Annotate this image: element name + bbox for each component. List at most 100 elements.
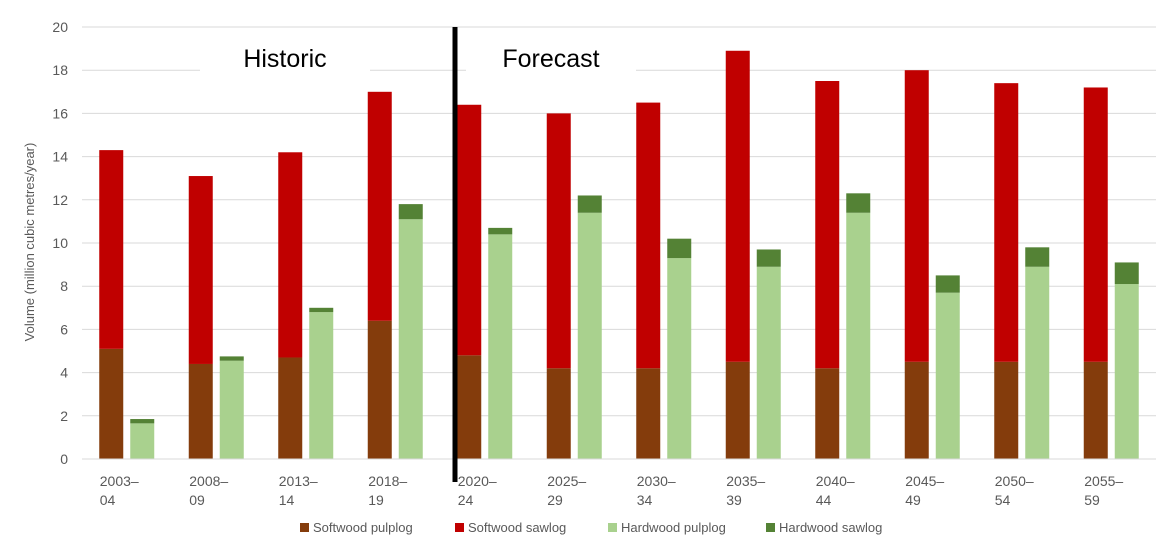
- bar-hardwood-sawlog: [1114, 262, 1139, 285]
- bar-hardwood-pulplog: [1025, 266, 1050, 459]
- x-tick-label-line2: 54: [995, 492, 1011, 508]
- bar-hardwood-pulplog: [488, 234, 513, 459]
- bar-softwood-pulplog: [1083, 361, 1108, 459]
- x-tick-label-line1: 2025–: [547, 473, 586, 489]
- bar-softwood-sawlog: [546, 113, 571, 369]
- x-tick-label-line1: 2018–: [368, 473, 407, 489]
- bar-softwood-pulplog: [278, 357, 303, 459]
- bar-hardwood-sawlog: [577, 195, 602, 213]
- bar-softwood-sawlog: [1083, 87, 1108, 362]
- x-tick-label-line1: 2045–: [905, 473, 944, 489]
- y-tick-label: 12: [52, 192, 68, 208]
- bar-softwood-sawlog: [278, 152, 303, 358]
- y-tick-label: 4: [60, 365, 68, 381]
- bar-hardwood-sawlog: [756, 249, 781, 267]
- bar-hardwood-pulplog: [935, 292, 960, 459]
- x-tick-label-line2: 24: [458, 492, 474, 508]
- x-tick-label-line2: 49: [905, 492, 921, 508]
- legend-swatch: [455, 523, 464, 532]
- bar-softwood-pulplog: [546, 368, 571, 459]
- bar-hardwood-pulplog: [398, 219, 423, 459]
- bars: [99, 50, 1139, 459]
- legend: Softwood pulplog Softwood sawlog Hardwood …: [300, 520, 882, 535]
- bar-softwood-pulplog: [636, 368, 661, 459]
- y-tick-label: 10: [52, 235, 68, 251]
- bar-hardwood-pulplog: [1114, 284, 1139, 459]
- bar-hardwood-pulplog: [756, 266, 781, 459]
- historic-label: Historic: [243, 45, 326, 73]
- y-tick-label: 2: [60, 408, 68, 424]
- x-tick-label-line2: 19: [368, 492, 384, 508]
- x-tick-label-line2: 59: [1084, 492, 1100, 508]
- x-tick-label-line1: 2040–: [816, 473, 855, 489]
- x-axis-ticks: 2003– 04 2008– 09 2013– 14 2018– 19 2020– 24 2025–…: [100, 473, 1124, 508]
- bar-softwood-sawlog: [99, 150, 124, 349]
- bar-softwood-pulplog: [725, 361, 750, 459]
- bar-softwood-sawlog: [636, 102, 661, 369]
- legend-label: Hardwood pulplog: [621, 520, 726, 535]
- legend-swatch: [608, 523, 617, 532]
- y-tick-label: 6: [60, 321, 68, 337]
- bar-hardwood-sawlog: [846, 193, 871, 213]
- bar-softwood-pulplog: [994, 361, 1019, 459]
- y-axis-ticks: 0 2 4 6 8 10 12 14 16 18 20: [52, 19, 68, 467]
- bar-hardwood-pulplog: [219, 360, 244, 459]
- historic-label-background: [200, 36, 370, 80]
- legend-label: Softwood pulplog: [313, 520, 413, 535]
- bar-hardwood-pulplog: [309, 312, 334, 459]
- bar-softwood-sawlog: [367, 91, 392, 321]
- bar-hardwood-pulplog: [667, 258, 692, 459]
- x-tick-label-line1: 2020–: [458, 473, 497, 489]
- bar-softwood-pulplog: [457, 355, 482, 459]
- x-tick-label-line1: 2030–: [637, 473, 676, 489]
- y-tick-label: 0: [60, 451, 68, 467]
- bar-hardwood-sawlog: [219, 356, 244, 361]
- x-tick-label-line1: 2055–: [1084, 473, 1123, 489]
- bar-softwood-sawlog: [904, 70, 929, 362]
- legend-label: Softwood sawlog: [468, 520, 566, 535]
- y-tick-label: 16: [52, 105, 68, 121]
- x-tick-label-line2: 44: [816, 492, 832, 508]
- bar-softwood-sawlog: [994, 83, 1019, 362]
- x-tick-label-line2: 04: [100, 492, 116, 508]
- bar-softwood-sawlog: [188, 176, 213, 364]
- y-tick-label: 18: [52, 62, 68, 78]
- bar-softwood-sawlog: [457, 104, 482, 356]
- x-tick-label-line1: 2003–: [100, 473, 139, 489]
- bar-softwood-pulplog: [367, 320, 392, 459]
- bar-hardwood-pulplog: [130, 423, 155, 459]
- legend-swatch: [300, 523, 309, 532]
- legend-label: Hardwood sawlog: [779, 520, 882, 535]
- x-tick-label-line1: 2013–: [279, 473, 318, 489]
- forecast-label-background: [466, 36, 636, 80]
- bar-hardwood-sawlog: [935, 275, 960, 293]
- bar-softwood-pulplog: [904, 361, 929, 459]
- y-tick-label: 20: [52, 19, 68, 35]
- bar-hardwood-sawlog: [488, 227, 513, 235]
- bar-hardwood-sawlog: [130, 419, 155, 424]
- bar-hardwood-sawlog: [398, 204, 423, 220]
- x-tick-label-line2: 09: [189, 492, 205, 508]
- bar-hardwood-sawlog: [1025, 247, 1050, 267]
- bar-softwood-sawlog: [815, 81, 840, 369]
- bar-hardwood-sawlog: [309, 307, 334, 313]
- bar-softwood-pulplog: [188, 363, 213, 459]
- y-tick-label: 8: [60, 278, 68, 294]
- x-tick-label-line1: 2008–: [189, 473, 228, 489]
- y-axis-label: Volume (million cubic metres/year): [22, 143, 37, 342]
- x-tick-label-line2: 14: [279, 492, 295, 508]
- x-tick-label-line2: 34: [637, 492, 653, 508]
- y-tick-label: 14: [52, 149, 68, 165]
- forecast-label: Forecast: [502, 45, 599, 73]
- bar-hardwood-pulplog: [577, 212, 602, 459]
- x-tick-label-line1: 2035–: [726, 473, 765, 489]
- bar-hardwood-pulplog: [846, 212, 871, 459]
- x-tick-label-line2: 39: [726, 492, 742, 508]
- legend-swatch: [766, 523, 775, 532]
- bar-hardwood-sawlog: [667, 238, 692, 259]
- bar-softwood-pulplog: [815, 368, 840, 459]
- bar-softwood-pulplog: [99, 348, 124, 459]
- x-tick-label-line1: 2050–: [995, 473, 1034, 489]
- x-tick-label-line2: 29: [547, 492, 563, 508]
